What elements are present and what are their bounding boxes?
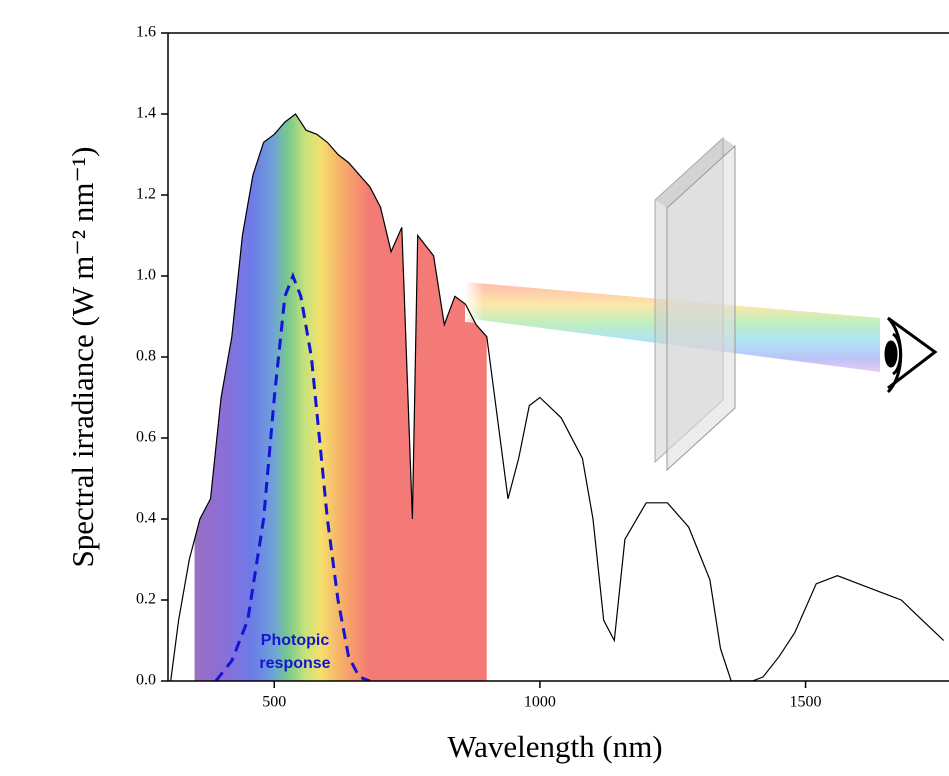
photopic-line — [214, 271, 371, 681]
photopic-label: Photopic — [261, 632, 330, 649]
shaded-range — [194, 114, 487, 681]
y-tick-label: 0.8 — [136, 348, 156, 365]
y-tick-label: 1.6 — [136, 24, 156, 41]
x-tick-label: 500 — [262, 694, 286, 711]
photopic-label: response — [259, 655, 330, 672]
x-tick-label: 1000 — [524, 694, 556, 711]
y-tick-label: 0.0 — [136, 672, 156, 689]
axes-layer: Photopic response 0.0 0.2 0.4 0.6 0.8 1.0 1.2 1.4… — [136, 24, 949, 711]
beam-fade — [465, 278, 560, 330]
eye — [884, 316, 938, 394]
plot-layer — [194, 114, 487, 681]
x-tick-label: 1500 — [790, 694, 822, 711]
y-tick-label: 0.6 — [136, 429, 156, 446]
illustration — [465, 136, 938, 472]
plot — [170, 113, 945, 681]
y-tick-label: 0.4 — [136, 510, 156, 527]
y-tick-label: 0.2 — [136, 591, 156, 608]
y-tick-label: 1.0 — [136, 267, 156, 284]
x-axis-title: Wavelength (nm) — [447, 729, 662, 764]
glass-pane — [666, 144, 736, 472]
spectrum-line — [170, 113, 945, 681]
y-tick-label: 1.4 — [136, 105, 156, 122]
y-tick-label: 1.2 — [136, 186, 156, 203]
y-axis-title: Spectral irradiance (W m⁻² nm⁻¹) — [65, 147, 100, 568]
